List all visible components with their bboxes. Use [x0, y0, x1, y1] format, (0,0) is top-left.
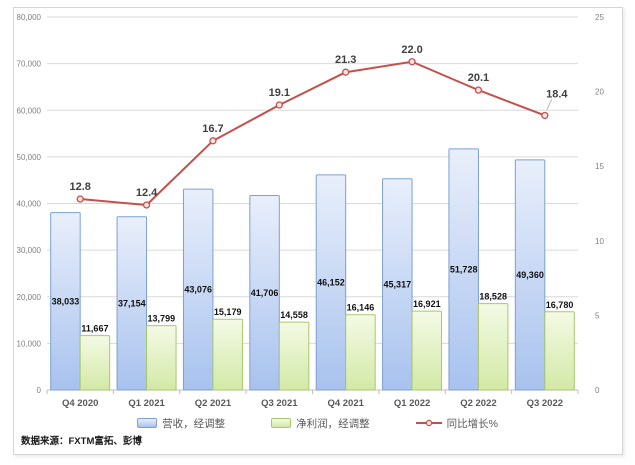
revenue-bar [249, 195, 280, 391]
growth-point-label: 16.7 [202, 123, 223, 135]
profit-bar-label: 14,558 [280, 310, 308, 320]
legend-item-profit: 净利润，经调整 [271, 416, 370, 431]
growth-marker [142, 201, 151, 209]
chart-legend: 营收，经调整 净利润，经调整 同比增长% [0, 413, 635, 433]
growth-line-swatch-icon [415, 419, 442, 427]
growth-point-label: 12.4 [136, 187, 158, 199]
growth-marker [76, 195, 84, 203]
revenue-bar-label: 51,728 [450, 264, 478, 274]
revenue-bar-label: 37,154 [118, 298, 146, 308]
growth-marker [342, 68, 350, 76]
revenue-bar-swatch-icon [137, 418, 158, 428]
y-right-axis-label: 10 [595, 237, 604, 246]
revenue-bar [448, 148, 479, 391]
revenue-bar [315, 174, 347, 391]
legend-item-revenue: 营收，经调整 [137, 416, 225, 431]
y-left-axis-label: 50,000 [17, 153, 42, 162]
growth-point-label: 12.8 [69, 181, 90, 193]
profit-bar [212, 318, 243, 391]
growth-point-label: 21.3 [335, 54, 356, 66]
revenue-bar-label: 45,317 [384, 279, 412, 289]
category-label: Q4 2020 [62, 398, 98, 409]
y-left-axis-label: 80,000 [17, 13, 42, 22]
profit-bar [79, 335, 111, 391]
y-right-axis-label: 0 [595, 386, 600, 395]
growth-marker [275, 101, 283, 109]
y-left-axis-label: 40,000 [17, 200, 42, 209]
growth-point-label: 20.1 [468, 72, 489, 84]
y-right-axis-label: 5 [595, 311, 600, 320]
profit-bar-label: 16,921 [413, 299, 441, 309]
legend-item-growth: 同比增长% [415, 416, 498, 431]
category-label: Q1 2022 [394, 398, 430, 409]
revenue-bar-label: 49,360 [516, 270, 544, 280]
revenue-bar-label: 46,152 [317, 277, 345, 287]
profit-bar [146, 325, 177, 391]
y-right-axis-label: 15 [595, 162, 604, 171]
revenue-bar [50, 212, 81, 391]
y-left-axis-label: 60,000 [17, 106, 42, 115]
revenue-bar-label: 41,706 [251, 288, 279, 298]
profit-bar [278, 321, 310, 391]
revenue-bar [116, 216, 148, 391]
y-left-axis-label: 30,000 [17, 246, 42, 255]
revenue-bar-label: 38,033 [52, 296, 80, 306]
y-left-axis-label: 20,000 [17, 293, 42, 302]
label-leader-line [546, 99, 553, 110]
profit-bar-swatch-icon [271, 418, 292, 428]
growth-point-label: 18.4 [546, 88, 568, 100]
growth-line [80, 60, 546, 206]
growth-marker [408, 58, 416, 66]
profit-bar [544, 311, 575, 391]
growth-marker [474, 86, 483, 94]
y-left-axis-label: 10,000 [17, 339, 42, 348]
revenue-bar [514, 159, 546, 391]
legend-label-growth: 同比增长% [446, 417, 498, 430]
growth-marker [209, 137, 217, 145]
growth-marker [541, 111, 549, 120]
source-note: 数据来源：FXTM富拓、彭博 [21, 436, 142, 447]
y-left-axis-label: 0 [37, 386, 42, 395]
revenue-bar [382, 178, 413, 391]
revenue-bar-label: 43,076 [184, 285, 212, 295]
category-label: Q2 2021 [195, 398, 232, 409]
profit-bar-label: 13,799 [148, 314, 176, 324]
profit-bar-label: 16,146 [347, 303, 375, 313]
y-left-axis-label: 70,000 [17, 60, 42, 69]
profit-bar [411, 310, 443, 391]
growth-point-label: 19.1 [269, 87, 290, 99]
category-label: Q1 2021 [128, 398, 165, 409]
legend-label-profit: 净利润，经调整 [296, 417, 370, 430]
y-right-axis-label: 25 [595, 13, 604, 22]
profit-bar [477, 303, 509, 391]
y-right-axis-label: 20 [595, 88, 604, 97]
profit-bar-label: 11,667 [81, 324, 108, 334]
profit-bar-label: 16,780 [546, 300, 574, 310]
profit-bar [345, 314, 376, 391]
legend-label-revenue: 营收，经调整 [162, 417, 226, 430]
revenue-bar [182, 188, 214, 391]
growth-point-label: 22.0 [401, 44, 422, 56]
category-label: Q4 2021 [327, 398, 364, 409]
category-label: Q3 2022 [527, 398, 563, 409]
profit-bar-label: 18,528 [479, 292, 507, 302]
category-label: Q2 2022 [460, 398, 496, 409]
category-label: Q3 2021 [261, 398, 298, 409]
profit-bar-label: 15,179 [214, 307, 242, 317]
